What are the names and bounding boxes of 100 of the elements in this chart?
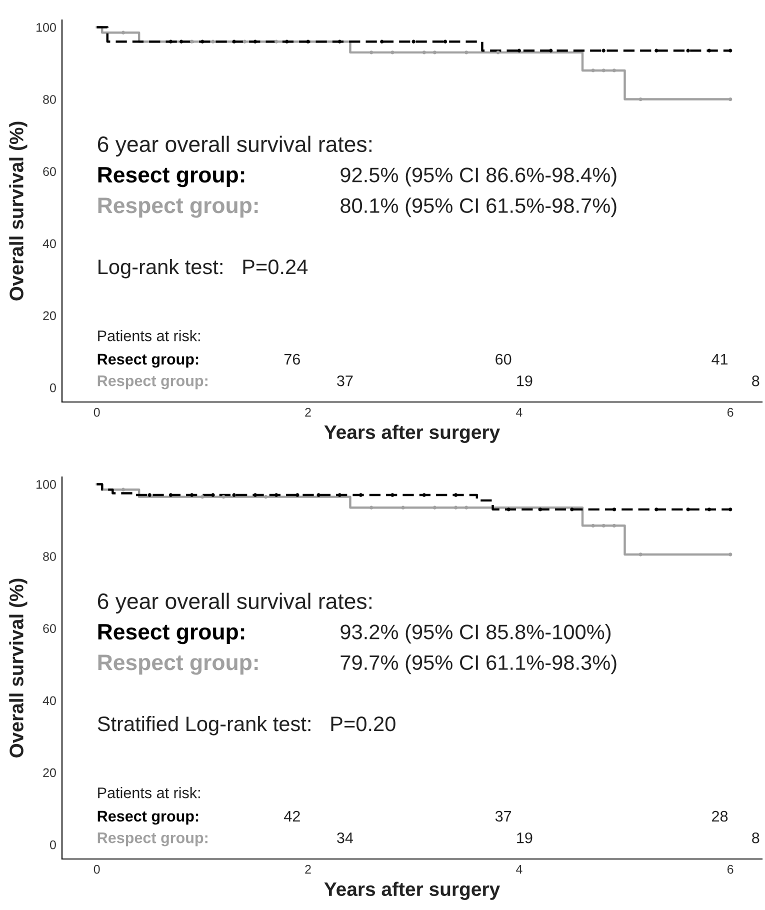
point [316, 493, 320, 497]
y-tick-label: 100 [36, 480, 56, 489]
x-tick-label: 0 [94, 864, 100, 874]
point [211, 493, 215, 497]
annotation: Resect group: [98, 354, 198, 368]
x-tick-label: 6 [727, 408, 734, 417]
point [296, 493, 300, 497]
point [380, 40, 384, 44]
point [591, 68, 595, 72]
point [654, 48, 658, 52]
point [591, 524, 595, 528]
y-tick-label: 20 [43, 311, 56, 320]
point [612, 68, 616, 72]
point [274, 493, 278, 497]
point [253, 493, 258, 497]
point [242, 40, 246, 44]
point [211, 40, 215, 44]
annotation: 34 [337, 832, 354, 844]
annotation: 8 [752, 832, 760, 844]
point [121, 488, 126, 492]
annotation: 19 [517, 375, 532, 386]
annotation: 92.5% (95% CI 86.6%-98.4%) [340, 167, 616, 186]
point [306, 40, 310, 44]
point [190, 40, 194, 44]
x-tick-label: 4 [516, 865, 522, 874]
point [121, 30, 126, 34]
point [638, 552, 642, 556]
point [454, 506, 458, 510]
y-tick-label: 80 [43, 552, 56, 561]
point [464, 50, 468, 54]
point [602, 48, 606, 52]
point [179, 40, 184, 44]
x-tick-label: 4 [516, 408, 522, 417]
y-tick-label: 80 [43, 95, 56, 104]
annotation: Resect group: [98, 167, 244, 188]
annotation: 60 [496, 354, 512, 365]
point [358, 493, 363, 497]
point [686, 48, 690, 52]
point [506, 508, 510, 512]
annotation: 37 [495, 810, 512, 822]
point [517, 48, 521, 52]
y-tick-label: 0 [50, 840, 56, 850]
point [370, 50, 374, 54]
annotation: 42 [284, 810, 300, 822]
point [401, 506, 405, 510]
point [443, 40, 448, 44]
annotation: Patients at risk: [98, 330, 200, 342]
point [602, 68, 606, 72]
point [274, 40, 278, 44]
y-tick-label: 40 [42, 696, 56, 706]
point [612, 524, 616, 528]
annotation: Respect group: [98, 654, 258, 675]
point [168, 40, 173, 44]
point [253, 40, 258, 44]
point [390, 50, 394, 54]
annotation: 37 [337, 375, 353, 386]
annotation: Resect group: [98, 624, 244, 644]
x-axis-title: Years after surgery [324, 882, 500, 900]
point [686, 508, 690, 512]
point [200, 40, 204, 44]
y-tick-label: 0 [50, 383, 56, 392]
y-tick-label: 20 [43, 768, 56, 778]
point [285, 40, 289, 44]
point [549, 48, 553, 52]
x-tick-label: 2 [305, 408, 311, 417]
point [570, 508, 574, 512]
point [338, 40, 342, 44]
y-tick-label: 40 [42, 239, 56, 248]
point [412, 40, 416, 44]
y-tick-label: 60 [43, 624, 56, 634]
annotation: 28 [712, 810, 728, 822]
x-tick-label: 2 [305, 864, 311, 874]
x-tick-label: 6 [727, 864, 734, 874]
annotation: 8 [752, 375, 760, 386]
point [200, 494, 204, 499]
y-axis-title: Overall survival (%) [9, 578, 28, 758]
point [422, 50, 426, 54]
y-tick-label: 100 [36, 23, 56, 32]
point [496, 50, 500, 54]
annotation: Resect group: [98, 810, 198, 825]
point [232, 493, 236, 497]
annotation: Log-rank test: P=0.24 [98, 258, 308, 278]
point [454, 493, 458, 497]
point [232, 40, 236, 44]
point [654, 508, 658, 512]
y-tick-label: 60 [43, 167, 56, 176]
annotation: 19 [517, 832, 532, 844]
point [728, 48, 732, 52]
point [728, 508, 732, 512]
annotation: Patients at risk: [98, 787, 200, 798]
annotation: 41 [712, 354, 728, 365]
x-tick-label: 0 [94, 408, 100, 417]
point [370, 506, 374, 510]
point [390, 493, 394, 497]
point [538, 508, 542, 512]
point [264, 494, 268, 499]
point [707, 48, 712, 52]
annotation: 6 year overall survival rates: [98, 136, 372, 156]
point [707, 508, 712, 512]
point [422, 493, 426, 497]
